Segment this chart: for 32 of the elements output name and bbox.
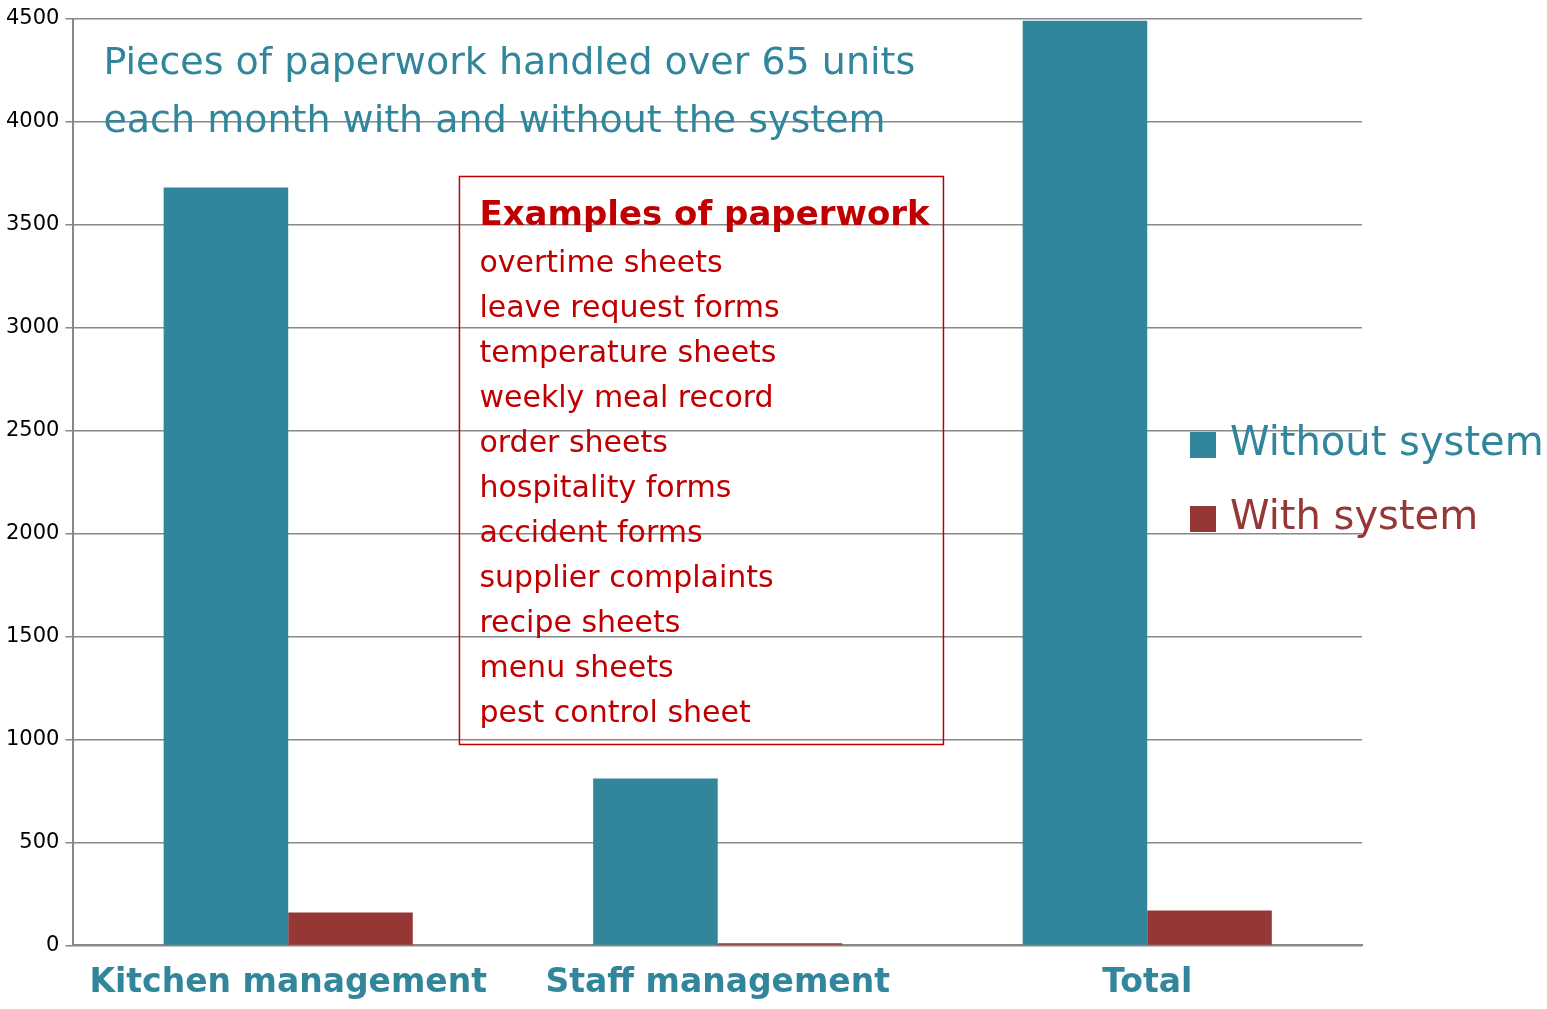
y-tick-label: 4000 bbox=[5, 108, 60, 133]
y-tick-label: 3500 bbox=[5, 211, 60, 236]
x-tick-label: Kitchen management bbox=[89, 960, 488, 1000]
bar bbox=[593, 778, 718, 945]
y-tick-label: 3000 bbox=[5, 313, 60, 338]
bar bbox=[163, 187, 289, 945]
bar bbox=[1022, 20, 1148, 945]
annotation: Examples of paperwork bbox=[479, 192, 932, 233]
y-tick-label: 4500 bbox=[5, 5, 60, 30]
annotation: temperature sheets bbox=[479, 333, 777, 369]
x-tick-label: Total bbox=[1102, 960, 1193, 1000]
annotation: overtime sheets bbox=[479, 243, 723, 279]
annotation: leave request forms bbox=[479, 288, 780, 324]
annotation: supplier complaints bbox=[479, 558, 774, 594]
y-tick-label: 2500 bbox=[5, 416, 60, 441]
bar bbox=[1147, 910, 1272, 945]
annotation: pest control sheet bbox=[479, 693, 751, 729]
annotation: accident forms bbox=[479, 513, 703, 549]
legend-label: With system bbox=[1230, 492, 1479, 539]
y-tick-label: 500 bbox=[19, 828, 60, 853]
annotation: order sheets bbox=[479, 423, 668, 459]
y-tick-label: 1000 bbox=[5, 725, 60, 750]
y-tick-label: 0 bbox=[46, 931, 60, 956]
bar bbox=[288, 912, 413, 945]
annotation: weekly meal record bbox=[479, 378, 774, 414]
legend-label: Without system bbox=[1230, 418, 1544, 465]
y-tick-label: 2000 bbox=[5, 519, 60, 544]
annotation: menu sheets bbox=[479, 648, 674, 684]
y-tick-label: 1500 bbox=[5, 622, 60, 647]
annotation: hospitality forms bbox=[479, 468, 732, 504]
annotation: recipe sheets bbox=[479, 603, 681, 639]
x-tick-label: Staff management bbox=[545, 960, 891, 1000]
